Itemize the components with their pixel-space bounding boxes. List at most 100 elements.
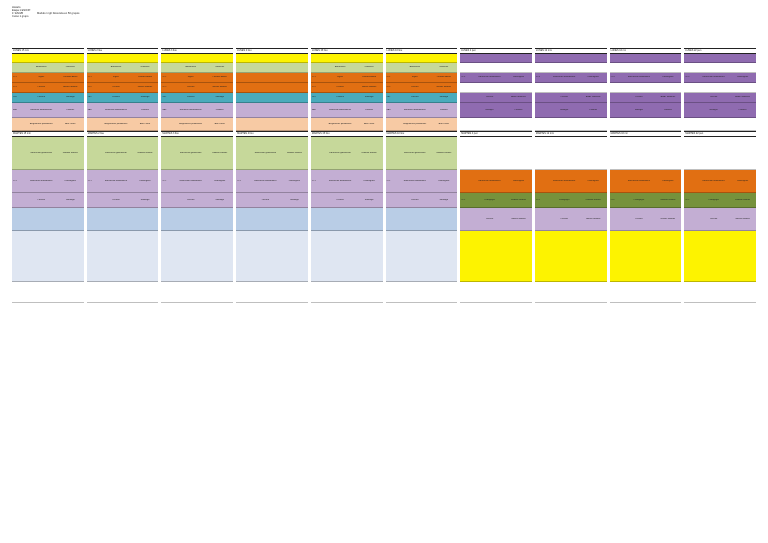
cell-teacher: Gutierrez [140, 66, 150, 69]
cell-code: 2C1 [311, 76, 316, 79]
schedule-cell: 2C1 Educación matemática Domínguez [236, 170, 308, 193]
header-line: Etapa 1 ESO/Pr [12, 9, 31, 13]
cell-teacher: Isabelle Ramos [137, 151, 153, 154]
cell-code: 2C2 [87, 86, 92, 89]
cell-teacher: Nieves Mateos [137, 86, 153, 89]
cell-code: 2C2 [685, 198, 690, 201]
schedule-cell: Armoniosa Gutierrez [310, 63, 383, 73]
cell-teacher: Isabelle Ramos [436, 151, 452, 154]
schedule-cell: Lectura Nieves Mateos [534, 208, 607, 231]
schedule-cell: 2C1 Inglés Lourdes Alfaro [86, 73, 159, 83]
day-header: MARTES 15 mm [12, 131, 84, 137]
cell-teacher: Domínguez [587, 179, 599, 182]
schedule-cell: Lectura ANAT Materias [460, 93, 532, 103]
schedule-cell [609, 54, 682, 63]
schedule-cell [460, 54, 532, 63]
cell-code: 2C2 [386, 86, 391, 89]
cell-subject: Educación matemática [702, 179, 725, 182]
cell-teacher: Isabelle Ramos [585, 198, 601, 201]
cell-teacher: Pallares [141, 108, 149, 111]
cell-subject: Biología [634, 108, 643, 111]
schedule-cell [161, 282, 234, 303]
cell-teacher: Nieves Mateos [585, 217, 601, 220]
cell-teacher: Pallares [589, 108, 598, 111]
cell-teacher: Arte Lorea [65, 122, 76, 125]
cell-subject: Plástica [186, 96, 195, 99]
cell-subject: Plástica [112, 96, 120, 99]
cell-teacher: ANAT Materias [660, 96, 676, 99]
day-column: MARTES 10 llou Educación gimnasium Isabell… [385, 131, 458, 303]
cell-teacher: Lourdes Alfaro [63, 76, 78, 79]
schedule-cell [684, 63, 757, 73]
schedule-cell [460, 63, 532, 73]
cell-subject: Educación matemática [627, 179, 650, 182]
cell-subject: Inglés [187, 76, 194, 79]
cell-subject: Inglés [411, 76, 418, 79]
cell-teacher: Isabelle Ramos [286, 151, 302, 154]
cell-code: 4A4 [386, 108, 391, 111]
schedule-cell [609, 137, 682, 170]
schedule-cell: Educación matemática Domínguez [460, 170, 532, 193]
schedule-cell [12, 231, 84, 282]
cell-subject: Educación matemática [553, 179, 576, 182]
cell-subject: Lectura [635, 217, 643, 220]
cell-code: 2C2 [610, 198, 615, 201]
day-header: MARTES 2 llue [86, 131, 159, 137]
cell-teacher: Domínguez [587, 76, 599, 79]
day-header: LUNES 10 llou [385, 48, 458, 54]
cell-subject: Asignaturas pendientes [29, 122, 53, 125]
schedule-cell [86, 231, 159, 282]
cell-teacher: Pallares [215, 108, 224, 111]
cell-code: 2C1 [162, 179, 167, 182]
schedule-cell: Lectura Santiago [385, 193, 458, 208]
schedule-cell [310, 208, 383, 231]
schedule-cell: Educación gimnasium Isabelle Ramos [310, 137, 383, 170]
header-line: Horario [12, 6, 21, 9]
day-column: MARTES 22 pen Educación matemática Domíngu… [684, 131, 757, 303]
cell-subject: Educación gimnasium [329, 151, 351, 154]
cell-code: 2C2 [535, 198, 540, 201]
day-column: MARTES 2 llue Educación gimnasium Isabelle… [86, 131, 159, 303]
day-header: LUNES 12 rnm [534, 48, 607, 54]
schedule-cell [236, 103, 308, 118]
cell-subject: Asignaturas pendientes [403, 122, 427, 125]
schedule-cell: 2C1 Educación matemática Domínguez [12, 170, 84, 193]
cell-teacher: Gutierrez [215, 66, 225, 69]
day-column: MARTES 4 llou Educación gimnasium Isabelle… [236, 131, 308, 303]
cell-teacher: Santiago [65, 198, 75, 201]
cell-teacher: Domínguez [662, 76, 674, 79]
schedule-cell: 2C1 Educación matemática Domínguez [86, 170, 159, 193]
cell-subject: Lectura [485, 217, 494, 220]
cell-subject: Lectura [37, 86, 45, 89]
schedule-cell [310, 282, 383, 303]
cell-code: 2C2 [13, 86, 18, 89]
cell-teacher: Pallares [66, 108, 75, 111]
cell-subject: Inglés [337, 76, 344, 79]
cell-subject: Biología [485, 108, 494, 111]
cell-code: 2C1 [87, 76, 92, 79]
schedule-cell: Asignaturas pendientes Arte Lorea [12, 118, 84, 131]
schedule-cell [12, 208, 84, 231]
cell-subject: Educación gimnasium [30, 151, 52, 154]
day-header: LUNES 16 rnn [609, 48, 682, 54]
cell-teacher: Santiago [215, 198, 224, 201]
cell-subject: Lectura [336, 198, 344, 201]
cell-teacher: Arte Lorea [363, 122, 375, 125]
schedule-cell: Lectura Nieves Mateos [609, 208, 682, 231]
schedule-cell: 4A4 Refuerzo Matemáticas Pallares [310, 103, 383, 118]
schedule-cell: Asignaturas pendientes Arte Lorea [385, 118, 458, 131]
schedule-cell: Lectura ANAT Materias [609, 93, 682, 103]
schedule-cell: Educación gimnasium Isabelle Ramos [86, 137, 159, 170]
cell-subject: Pedagogía [558, 198, 570, 201]
schedule-cell [236, 73, 308, 83]
schedule-cell [236, 118, 308, 131]
cell-subject: Biología [709, 108, 718, 111]
schedule-top: LUNES 15 mm Armoniosa Gutierrez 2C1 Inglés Lo… [12, 48, 757, 131]
cell-subject: Educación matemática [702, 76, 725, 79]
cell-subject: Lectura [411, 86, 419, 89]
schedule-cell: Asignaturas pendientes Arte Lorea [310, 118, 383, 131]
schedule-cell [609, 282, 682, 303]
cell-code: 4A4 [162, 108, 167, 111]
schedule-cell [460, 118, 532, 131]
cell-teacher: Santiago [140, 96, 150, 99]
